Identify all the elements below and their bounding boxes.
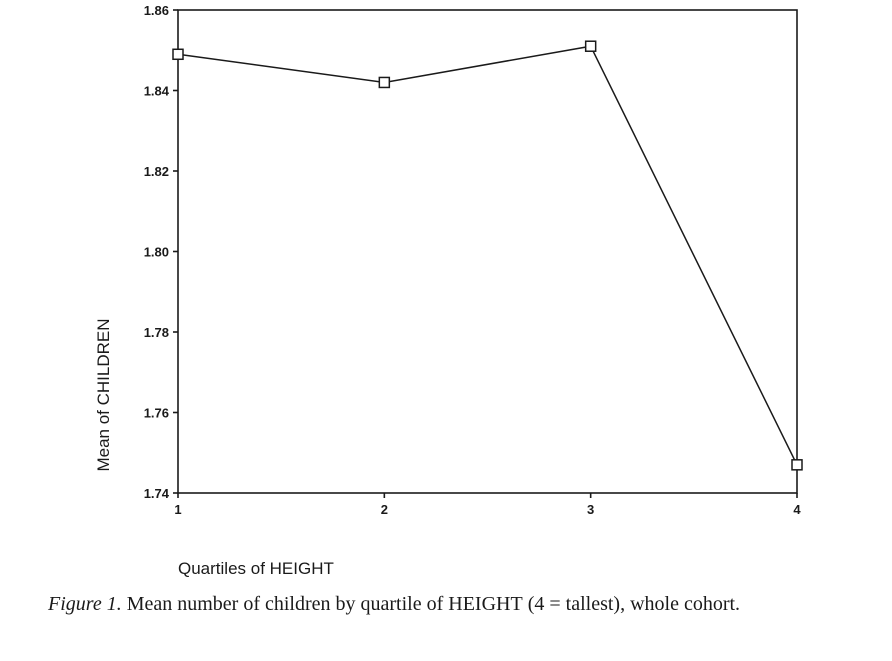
y-tick-label-2: 1.78 — [144, 325, 169, 340]
y-tick-label-4: 1.82 — [144, 164, 169, 179]
caption-text-before: Mean number of children by quartile of — [126, 593, 444, 615]
x-tick-label-1: 2 — [381, 502, 388, 517]
x-axis: 1 2 3 4 — [174, 493, 801, 517]
data-point-1 — [172, 48, 184, 61]
y-tick-label-0: 1.74 — [144, 486, 170, 501]
y-tick-label-5: 1.84 — [144, 84, 170, 99]
y-tick-label-3: 1.80 — [144, 245, 169, 260]
data-point-4 — [791, 459, 803, 471]
data-point-3 — [584, 40, 597, 52]
figure-label: Figure 1. — [48, 593, 122, 615]
caption-keyword: HEIGHT — [448, 593, 523, 615]
x-tick-label-0: 1 — [174, 502, 181, 517]
data-points — [172, 40, 803, 471]
y-tick-label-6: 1.86 — [144, 3, 169, 18]
series-line — [177, 45, 798, 466]
y-tick-label-1: 1.76 — [144, 406, 169, 421]
x-tick-label-3: 4 — [793, 502, 801, 517]
y-axis-title: Mean of CHILDREN — [94, 318, 113, 471]
figure-caption: Figure 1. Mean number of children by qua… — [48, 590, 892, 618]
line-chart: 1.74 1.76 1.78 1.80 1.82 1.84 1.86 1 2 3 4 Quarti… — [94, 3, 803, 578]
y-axis: 1.74 1.76 1.78 1.80 1.82 1.84 1.86 — [144, 3, 178, 501]
x-tick-label-2: 3 — [587, 502, 594, 517]
data-point-2 — [378, 76, 391, 89]
caption-text-after: (4 = tallest), whole cohort. — [527, 593, 741, 615]
x-axis-title: Quartiles of HEIGHT — [178, 559, 334, 578]
plot-frame — [177, 9, 798, 494]
